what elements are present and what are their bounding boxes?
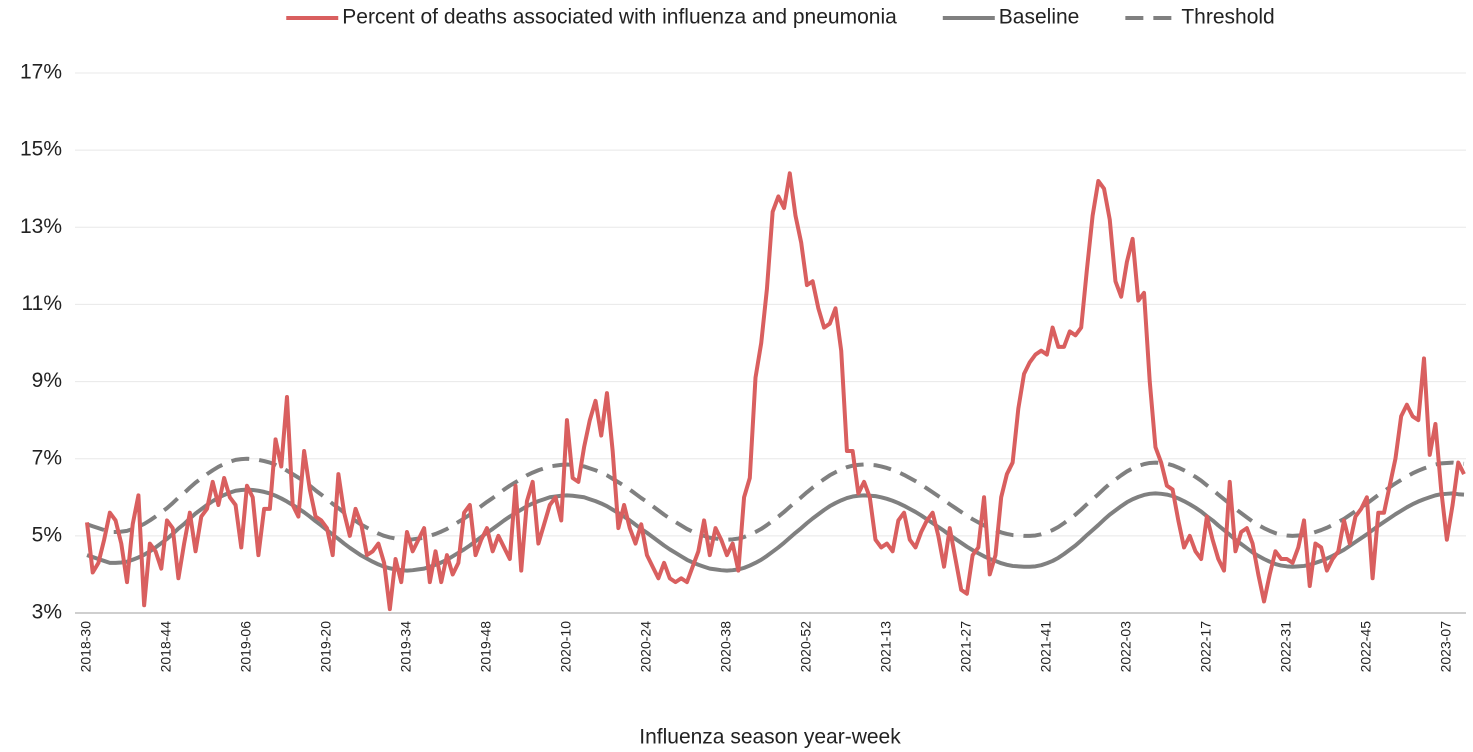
x-tick-label: 2022-45 <box>1358 621 1374 673</box>
x-tick-label: 2022-31 <box>1278 621 1294 673</box>
x-tick-label: 2018-44 <box>158 621 174 673</box>
legend-item: Percent of deaths associated with influe… <box>286 6 897 29</box>
x-tick-label: 2022-03 <box>1118 621 1134 673</box>
grid: 3% 5% 7% 9% 11% 13% 15% 17% 2018-30 2018-44 2019-0… <box>20 61 1466 673</box>
legend-item: Baseline <box>942 6 1080 29</box>
y-tick-label: 7% <box>32 446 62 469</box>
legend-label: Threshold <box>1181 6 1274 29</box>
x-tick-label: 2021-27 <box>958 621 974 673</box>
x-tick-label: 2019-06 <box>238 621 254 673</box>
y-tick-label: 11% <box>22 292 62 315</box>
y-tick-label: 15% <box>20 138 62 161</box>
y-tick-label: 9% <box>32 369 62 392</box>
x-tick-label: 2019-20 <box>318 621 334 673</box>
data-line <box>86 456 1465 542</box>
legend-label: Baseline <box>999 6 1080 29</box>
plot-area <box>85 171 1466 612</box>
y-tick-label: 17% <box>20 61 62 84</box>
x-tick-label: 2020-24 <box>638 621 654 673</box>
x-tick-label: 2023-07 <box>1438 621 1454 673</box>
data-line <box>85 171 1466 612</box>
x-tick-label: 2021-13 <box>878 621 894 673</box>
x-tick-label: 2020-38 <box>718 621 734 673</box>
y-tick-label: 13% <box>20 215 62 238</box>
x-axis-title: Influenza season year-week <box>639 726 901 749</box>
legend-item: Threshold <box>1125 6 1275 29</box>
legend-label: Percent of deaths associated with influe… <box>342 6 897 29</box>
x-tick-label: 2022-17 <box>1198 621 1214 673</box>
x-tick-label: 2019-34 <box>398 621 414 673</box>
x-tick-label: 2020-52 <box>798 621 814 673</box>
y-tick-label: 5% <box>32 523 62 546</box>
y-tick-label: 3% <box>32 601 62 624</box>
x-tick-label: 2019-48 <box>478 621 494 673</box>
x-tick-label: 2018-30 <box>78 621 94 673</box>
legend: Percent of deaths associated with influe… <box>286 6 1275 29</box>
x-tick-label: 2020-10 <box>558 621 574 673</box>
x-tick-label: 2021-41 <box>1038 621 1054 673</box>
